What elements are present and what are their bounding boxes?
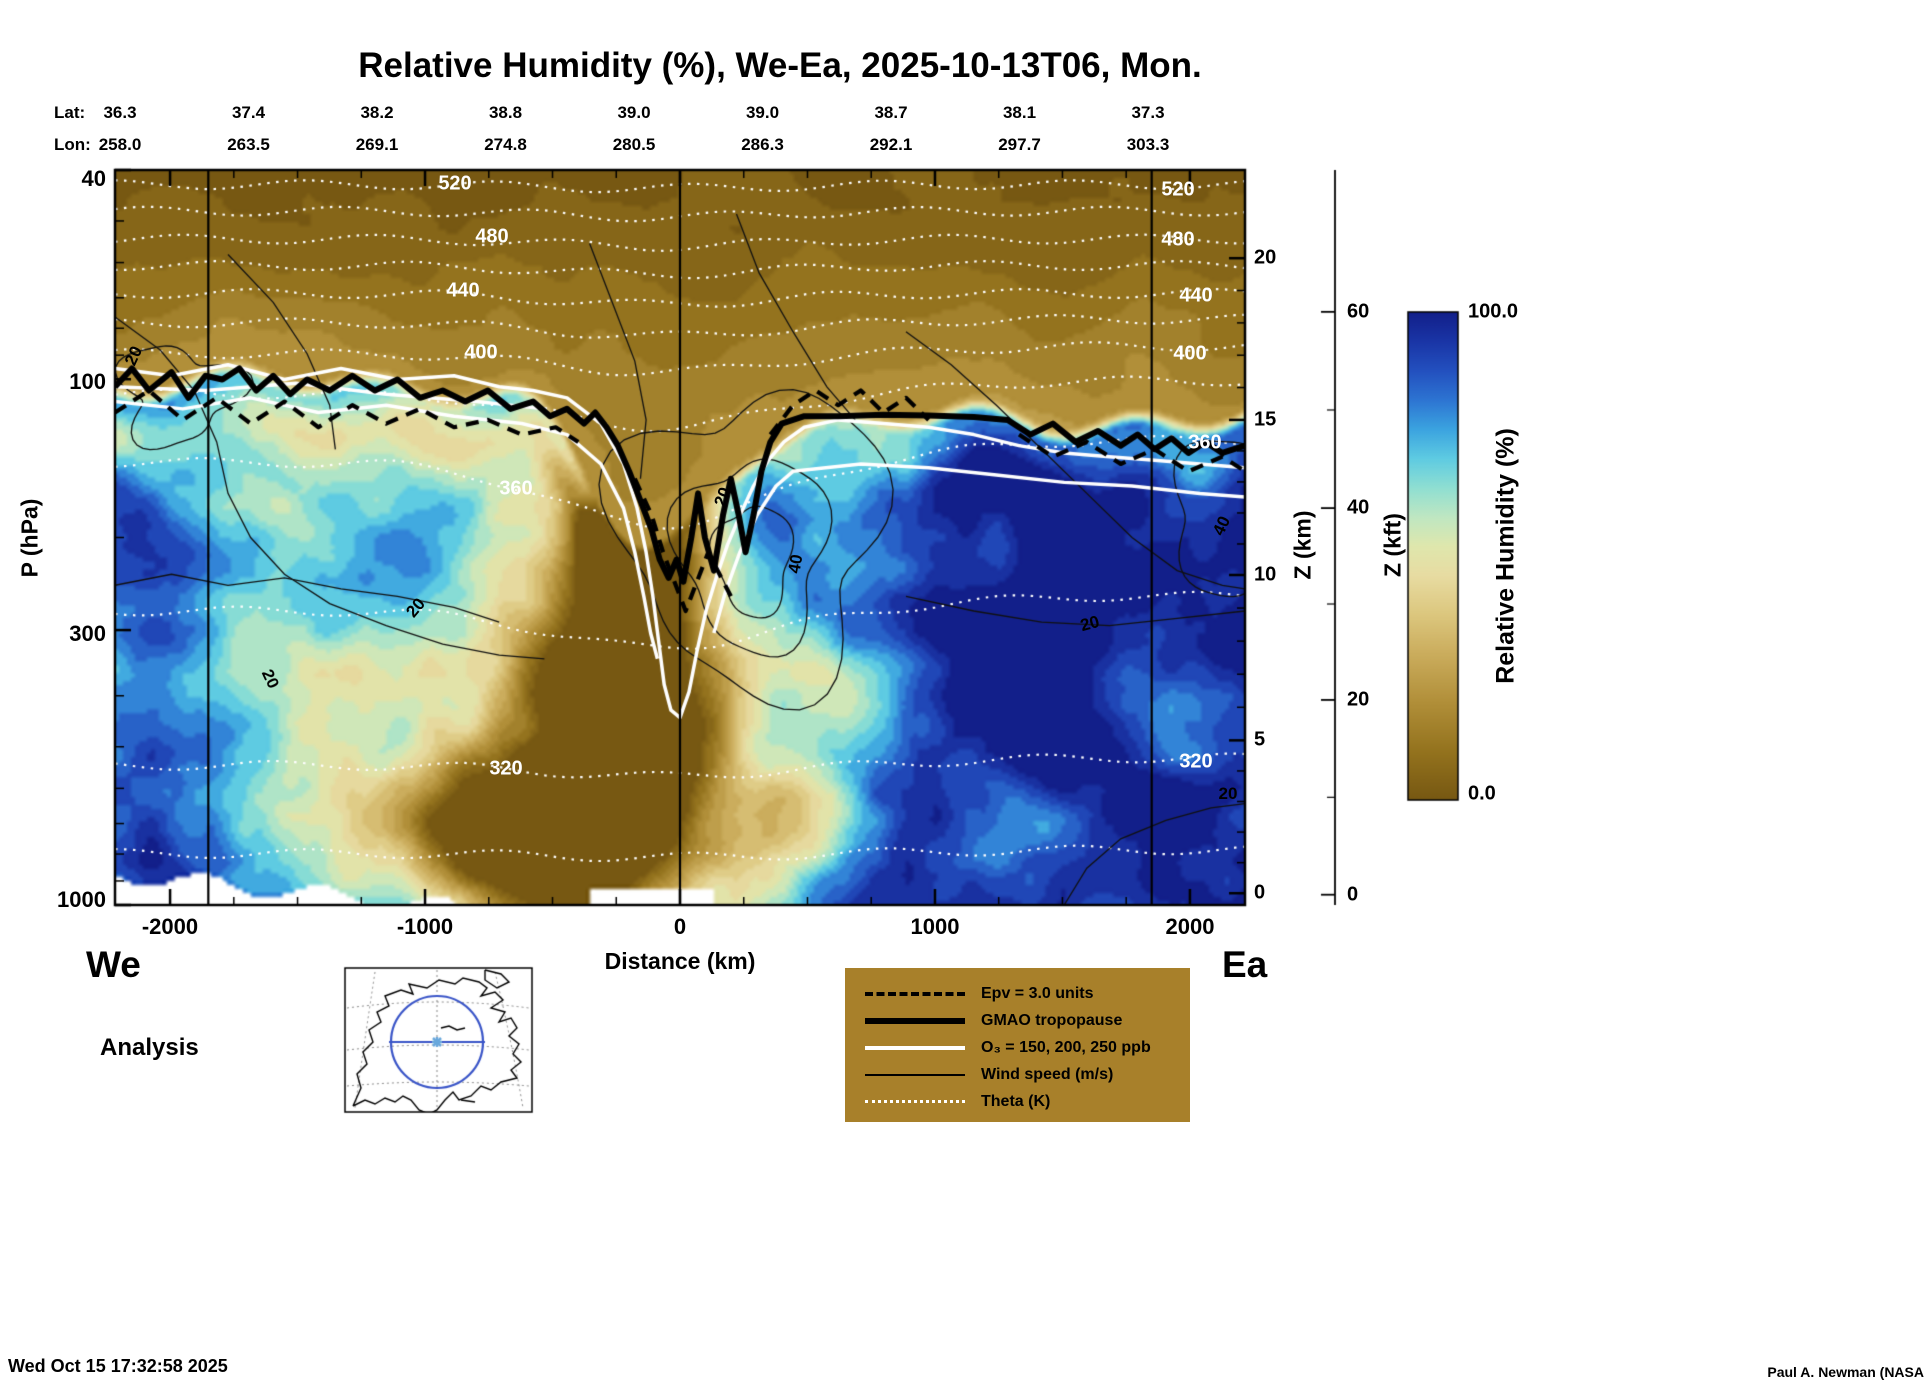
theta-contour-label: 360	[1188, 431, 1222, 454]
theta-contour-label: 440	[446, 279, 480, 302]
pressure-tick: 100	[69, 369, 106, 394]
zkm-tick: 0	[1254, 881, 1266, 904]
credit: Paul A. Newman (NASA	[1767, 1364, 1924, 1380]
theta-contour-label: 440	[1179, 284, 1213, 307]
lat-value: 36.3	[103, 103, 137, 122]
lon-value: 263.5	[227, 135, 270, 154]
timestamp: Wed Oct 15 17:32:58 2025	[8, 1356, 228, 1376]
distance-tick: 0	[673, 914, 687, 939]
lon-value: 274.8	[484, 135, 527, 154]
legend-label: Theta (K)	[981, 1092, 1051, 1110]
lat-value: 38.1	[1002, 103, 1037, 122]
tropopause-line-sample	[865, 1017, 965, 1024]
endpoint-east-label: Ea	[1222, 944, 1268, 985]
zkft-axis-label: Z (kft)	[1379, 513, 1406, 577]
epv-line-sample	[865, 991, 965, 996]
legend-label: GMAO tropopause	[981, 1011, 1123, 1029]
zkm-tick: 15	[1254, 408, 1277, 431]
wind-line-sample	[865, 1073, 965, 1076]
pressure-tick: 40	[81, 166, 106, 191]
zkft-tick: 0	[1347, 883, 1359, 906]
zkm-tick: 5	[1254, 728, 1266, 751]
lat-value: 37.4	[231, 103, 266, 122]
analysis-label: Analysis	[100, 1034, 199, 1061]
theta-contour-label: 520	[438, 172, 472, 195]
legend-label: O₃ = 150, 200, 250 ppb	[981, 1038, 1151, 1056]
zkm-axis-label: Z (km)	[1289, 510, 1316, 580]
lat-axis-label: Lat:	[54, 103, 86, 122]
theta-line-sample	[865, 1100, 965, 1103]
distance-tick: 2000	[1165, 914, 1215, 939]
distance-axis-label: Distance (km)	[604, 948, 756, 974]
colorbar-title: Relative Humidity (%)	[1491, 428, 1520, 684]
theta-contour-label: 320	[1179, 750, 1213, 773]
lon-value: 297.7	[998, 135, 1041, 154]
wind-contour-label: 20	[1218, 784, 1238, 803]
legend-item: Wind speed (m/s)	[865, 1061, 1190, 1088]
colorbar-min-label: 0.0	[1468, 782, 1496, 805]
lat-value: 38.2	[360, 103, 394, 122]
zkft-tick: 40	[1347, 496, 1370, 519]
theta-contour-label: 400	[1173, 342, 1207, 365]
legend-item: Theta (K)	[865, 1088, 1190, 1115]
theta-contour-label: 480	[1161, 228, 1195, 251]
colorbar-max-label: 100.0	[1468, 300, 1519, 323]
theta-contour-label: 520	[1161, 178, 1195, 201]
lat-value: 38.7	[874, 103, 908, 122]
lon-value: 292.1	[869, 135, 913, 154]
zkm-tick: 20	[1254, 246, 1277, 269]
lon-value: 258.0	[98, 135, 142, 154]
lon-value: 280.5	[612, 135, 656, 154]
lon-axis-label: Lon:	[54, 135, 91, 154]
legend-item: O₃ = 150, 200, 250 ppb	[865, 1034, 1190, 1061]
lat-value: 37.3	[1131, 103, 1165, 122]
theta-contour-label: 320	[489, 757, 523, 780]
theta-contour-label: 400	[464, 341, 498, 364]
legend-label: Wind speed (m/s)	[981, 1065, 1114, 1083]
lat-value: 39.0	[745, 103, 780, 122]
pressure-tick: 300	[69, 621, 106, 646]
legend-item: GMAO tropopause	[865, 1007, 1190, 1034]
zkft-tick: 60	[1347, 300, 1370, 323]
legend-label: Epv = 3.0 units	[981, 984, 1094, 1002]
lon-value: 303.3	[1126, 135, 1170, 154]
lat-value: 39.0	[617, 103, 651, 122]
theta-contour-label: 480	[475, 225, 509, 248]
wind-contour-label: 40	[784, 552, 807, 575]
zkm-tick: 10	[1254, 563, 1277, 586]
legend-item: Epv = 3.0 units	[865, 980, 1190, 1007]
lat-value: 38.8	[488, 103, 523, 122]
lon-value: 269.1	[355, 135, 399, 154]
pressure-axis-label: P (hPa)	[16, 498, 43, 578]
zkft-tick: 20	[1347, 688, 1370, 711]
legend: Epv = 3.0 units GMAO tropopause O₃ = 150…	[845, 968, 1190, 1122]
theta-contour-label: 360	[499, 477, 533, 500]
distance-tick: -2000	[141, 914, 199, 939]
endpoint-west-label: We	[86, 944, 141, 985]
distance-tick: -1000	[396, 914, 454, 939]
lon-value: 286.3	[741, 135, 784, 154]
pressure-tick: 1000	[57, 887, 106, 912]
ozone-line-sample	[865, 1045, 965, 1050]
distance-tick: 1000	[910, 914, 960, 939]
page-title: Relative Humidity (%), We-Ea, 2025-10-13…	[358, 46, 1202, 85]
